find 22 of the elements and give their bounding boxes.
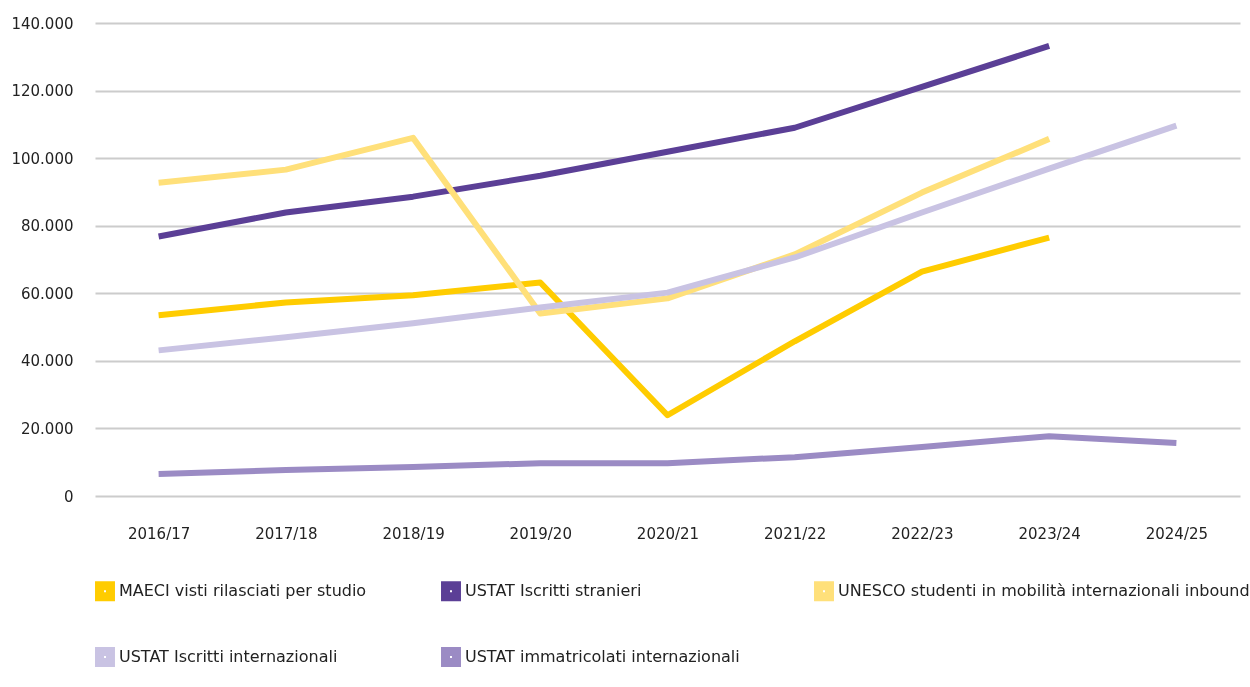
y-tick-label: 100.000 xyxy=(11,149,74,168)
legend-label: USTAT Iscritti internazionali xyxy=(119,647,338,666)
x-tick-label: 2020/21 xyxy=(636,524,700,543)
y-tick-label: 140.000 xyxy=(11,14,74,33)
x-tick-label: 2023/24 xyxy=(1018,524,1081,543)
x-tick-label: 2021/22 xyxy=(764,524,827,543)
y-tick-label: 120.000 xyxy=(11,82,74,101)
legend-label: USTAT Iscritti stranieri xyxy=(465,581,642,601)
x-tick-label: 2017/18 xyxy=(255,524,318,543)
y-tick-label: 80.000 xyxy=(21,217,74,236)
y-tick-label: 60.000 xyxy=(21,284,74,303)
legend-label: MAECI visti rilasciati per studio xyxy=(119,581,367,601)
y-tick-label: 40.000 xyxy=(21,352,74,371)
x-tick-label: 2018/19 xyxy=(382,524,445,543)
x-tick-label: 2019/20 xyxy=(509,524,572,543)
legend-label: USTAT immatricolati internazionali xyxy=(465,647,740,666)
x-tick-label: 2024/25 xyxy=(1145,524,1209,543)
x-tick-label: 2022/23 xyxy=(891,524,954,543)
legend-label: UNESCO studenti in mobilità internazionali inbound xyxy=(838,581,1250,601)
y-tick-label: 0 xyxy=(63,487,74,506)
x-tick-label: 2016/17 xyxy=(127,524,191,543)
y-tick-label: 20.000 xyxy=(21,419,74,438)
